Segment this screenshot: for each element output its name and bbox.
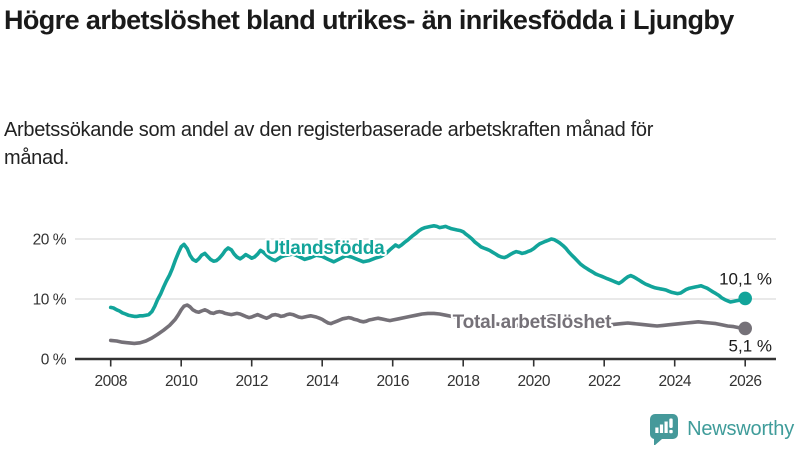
unemployment-line-chart: 2008 2010 2012 2014 2016 2018 2020 2022 2024 2026…	[33, 224, 776, 390]
x-axis-tick-label: 2008	[94, 373, 126, 390]
logo-exclamation-bar	[669, 418, 673, 428]
logo-exclamation-dot	[669, 429, 673, 434]
y-axis-tick-label: 20 %	[33, 232, 67, 249]
series-end-value-total: 5,1 %	[729, 336, 772, 355]
logo-bar-medium	[659, 424, 664, 433]
x-axis-tick-label: 2026	[729, 373, 761, 390]
brand-footer: Newsworthy	[649, 413, 794, 445]
series-end-value-utlandsfodda: 10,1 %	[719, 269, 772, 288]
brand-name: Newsworthy	[687, 417, 794, 440]
x-axis-tick-label: 2010	[165, 373, 198, 390]
logo-bar-tall	[664, 421, 668, 433]
x-axis-tick-label: 2024	[658, 373, 691, 390]
x-axis-tick-label: 2016	[376, 373, 408, 390]
series-end-dot-utlandsfodda	[738, 291, 752, 306]
series-line-utlandsfodda	[108, 224, 748, 319]
y-axis-tick-label: 10 %	[33, 292, 67, 309]
logo-bar-small	[655, 427, 659, 433]
series-line-total	[108, 303, 748, 346]
x-axis-tick-label: 2020	[517, 373, 550, 390]
x-axis-tick-label: 2022	[588, 373, 620, 390]
series-name-label-total: Total arbetslöshet	[453, 312, 613, 333]
x-axis-tick-label: 2014	[306, 373, 339, 390]
newsworthy-logo-icon	[650, 414, 679, 445]
chart-title: Högre arbetslöshet bland utrikes- än inr…	[4, 5, 734, 35]
chart-subtitle: Arbetssökande som andel av den registerb…	[4, 119, 654, 170]
x-axis-tick-label: 2018	[447, 373, 479, 390]
series-name-label-utlandsfodda: Utlandsfödda	[266, 238, 386, 259]
series-end-dot-total	[738, 321, 752, 336]
x-axis-tick-label: 2012	[235, 373, 267, 390]
y-axis-tick-label: 0 %	[41, 352, 67, 369]
